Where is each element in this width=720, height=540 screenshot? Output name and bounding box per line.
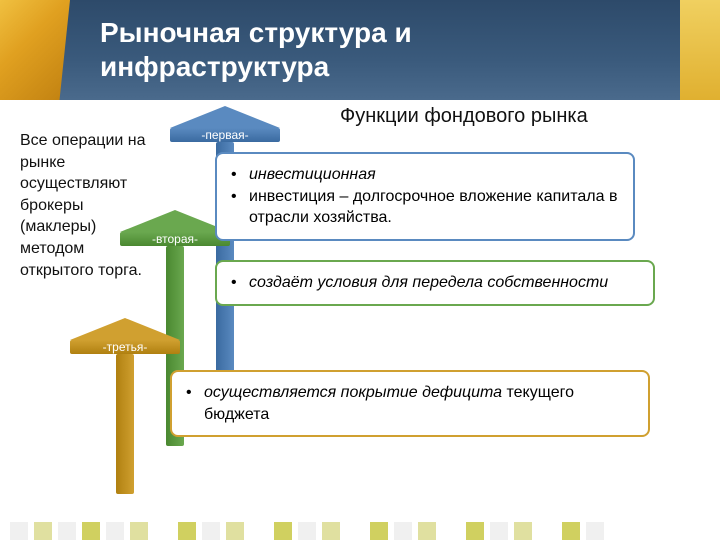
header-accent-right xyxy=(680,0,720,100)
footer-mosaic xyxy=(0,512,720,540)
box-2-line-0: создаёт условия для передела собственнос… xyxy=(245,272,639,294)
mosaic-tile-17 xyxy=(418,522,436,540)
mosaic-tile-0 xyxy=(10,522,28,540)
mosaic-tile-2 xyxy=(58,522,76,540)
mosaic-tile-19 xyxy=(466,522,484,540)
arrow-1-head xyxy=(170,106,280,128)
box-3-line-0: осуществляется покрытие дефицита текущег… xyxy=(200,382,634,425)
box-2-list: создаёт условия для передела собственнос… xyxy=(245,272,639,294)
mosaic-tile-23 xyxy=(562,522,580,540)
box-1-list: инвестиционнаяинвестиция – долгосрочное … xyxy=(245,164,619,229)
stage: Функции фондового рынка Все операции на … xyxy=(0,100,720,540)
left-description: Все операции на рынке осуществляют броке… xyxy=(20,130,160,281)
mosaic-tile-9 xyxy=(226,522,244,540)
mosaic-tile-15 xyxy=(370,522,388,540)
mosaic-tile-22 xyxy=(538,522,556,540)
mosaic-tile-21 xyxy=(514,522,532,540)
header-accent-left xyxy=(0,0,70,100)
mosaic-tile-11 xyxy=(274,522,292,540)
box-3: осуществляется покрытие дефицита текущег… xyxy=(170,370,650,437)
box-2: создаёт условия для передела собственнос… xyxy=(215,260,655,306)
mosaic-tile-20 xyxy=(490,522,508,540)
arrow-3-label: -третья- xyxy=(70,340,180,354)
box-1: инвестиционнаяинвестиция – долгосрочное … xyxy=(215,152,635,241)
mosaic-tile-1 xyxy=(34,522,52,540)
arrow-2-label: -вторая- xyxy=(120,232,230,246)
header-band: Рыночная структура и инфраструктура xyxy=(0,0,720,100)
mosaic-tile-10 xyxy=(250,522,268,540)
box-3-list: осуществляется покрытие дефицита текущег… xyxy=(200,382,634,425)
box-1-line-1: инвестиция – долгосрочное вложение капит… xyxy=(245,186,619,229)
slide-title: Рыночная структура и инфраструктура xyxy=(100,16,412,83)
mosaic-tile-8 xyxy=(202,522,220,540)
arrow-3-stem xyxy=(116,354,134,494)
mosaic-tile-24 xyxy=(586,522,604,540)
mosaic-tile-7 xyxy=(178,522,196,540)
arrow-3-head xyxy=(70,318,180,340)
mosaic-tile-16 xyxy=(394,522,412,540)
mosaic-tile-18 xyxy=(442,522,460,540)
mosaic-tile-6 xyxy=(154,522,172,540)
mosaic-tile-14 xyxy=(346,522,364,540)
mosaic-tile-12 xyxy=(298,522,316,540)
arrow-2-head xyxy=(120,210,230,232)
mosaic-tile-3 xyxy=(82,522,100,540)
subtitle: Функции фондового рынка xyxy=(340,105,588,128)
box-1-line-0: инвестиционная xyxy=(245,164,619,186)
mosaic-tile-4 xyxy=(106,522,124,540)
mosaic-tile-13 xyxy=(322,522,340,540)
arrow-1-label: -первая- xyxy=(170,128,280,142)
mosaic-tile-5 xyxy=(130,522,148,540)
